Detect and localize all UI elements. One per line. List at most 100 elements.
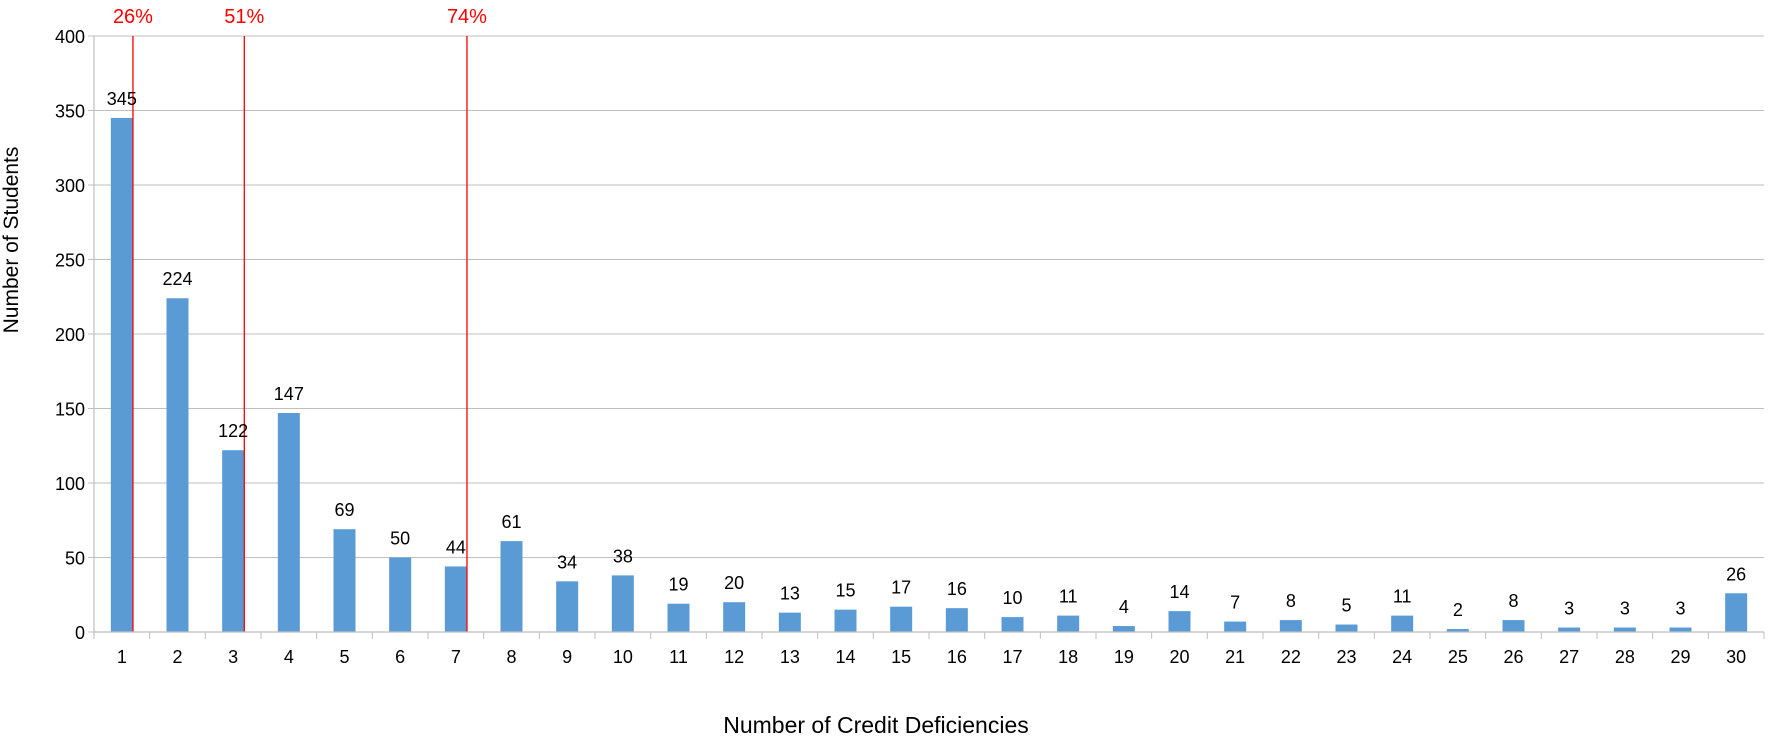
data-label: 17: [891, 578, 911, 598]
data-label: 8: [1286, 591, 1296, 611]
bar: [1335, 624, 1358, 632]
y-tick-label: 350: [55, 102, 85, 122]
gridlines: [94, 35, 1764, 558]
annotation-lines: 26% 51% 74%: [113, 6, 487, 632]
data-label: 11: [1059, 587, 1078, 607]
x-tick-label: 29: [1670, 647, 1690, 667]
bar: [1391, 615, 1414, 632]
y-tick-label: 200: [55, 325, 85, 345]
data-label: 13: [780, 584, 800, 604]
x-tick-label: 28: [1615, 647, 1635, 667]
x-tick-label: 4: [284, 647, 294, 667]
bar: [1057, 615, 1080, 632]
data-label: 3: [1564, 599, 1574, 619]
x-tick-label: 30: [1726, 647, 1746, 667]
data-label: 5: [1341, 596, 1351, 616]
data-label: 8: [1508, 591, 1518, 611]
x-tick-label: 12: [724, 647, 744, 667]
annotation-label: 26%: [113, 6, 153, 28]
x-tick-label: 5: [339, 647, 349, 667]
bar: [1168, 611, 1191, 632]
bar: [166, 298, 189, 632]
data-label: 11: [1393, 587, 1412, 607]
bar: [1613, 627, 1636, 632]
data-label: 224: [162, 269, 192, 289]
x-tick-label: 18: [1058, 647, 1078, 667]
data-label: 4: [1119, 597, 1129, 617]
data-label: 50: [390, 529, 410, 549]
data-label: 16: [947, 579, 967, 599]
data-label: 38: [613, 546, 633, 566]
bar: [1279, 620, 1302, 632]
bar: [277, 412, 300, 632]
data-label: 34: [557, 552, 577, 572]
bar: [1224, 621, 1247, 632]
bar: [1446, 629, 1469, 632]
bar: [110, 117, 133, 632]
x-tick-label: 24: [1392, 647, 1412, 667]
y-tick-label: 300: [55, 176, 85, 196]
y-tick-label: 0: [75, 623, 85, 643]
x-axis-title: Number of Credit Deficiencies: [723, 712, 1029, 738]
x-tick-label: 27: [1559, 647, 1579, 667]
data-label: 26: [1726, 564, 1746, 584]
data-label: 345: [107, 89, 137, 109]
x-tick-label: 8: [506, 647, 516, 667]
bar: [778, 612, 801, 632]
x-tick-label: 10: [613, 647, 633, 667]
bar: [611, 575, 634, 632]
y-axis-title: Number of Students: [0, 147, 23, 334]
y-tick-label: 50: [65, 549, 85, 569]
data-label: 122: [218, 421, 248, 441]
x-tick-label: 19: [1114, 647, 1134, 667]
x-tick-label: 25: [1448, 647, 1468, 667]
bar: [1112, 626, 1135, 632]
annotation-label: 74%: [447, 6, 487, 28]
y-tick-label: 400: [55, 27, 85, 47]
data-label: 44: [446, 537, 466, 557]
x-tick-label: 7: [451, 647, 461, 667]
bar: [1669, 627, 1692, 632]
x-tick-label: 1: [117, 647, 127, 667]
x-tick-label: 6: [395, 647, 405, 667]
data-label: 147: [274, 384, 304, 404]
bar: [444, 566, 467, 632]
x-tick-label: 3: [228, 647, 238, 667]
x-tick-label: 21: [1225, 647, 1245, 667]
bar: [500, 541, 523, 632]
x-tick-label: 13: [780, 647, 800, 667]
x-tick-label: 22: [1281, 647, 1301, 667]
bar: [389, 557, 412, 632]
data-label: 3: [1675, 599, 1685, 619]
data-label: 61: [501, 512, 521, 532]
bar: [1725, 593, 1748, 632]
y-tick-label: 250: [55, 251, 85, 271]
bar: [1558, 627, 1581, 632]
annotation-label: 51%: [224, 6, 264, 28]
data-label: 2: [1453, 600, 1463, 620]
data-label: 7: [1230, 593, 1240, 613]
data-label: 20: [724, 573, 744, 593]
bar: [333, 529, 356, 632]
x-tick-label: 20: [1169, 647, 1189, 667]
data-label: 15: [835, 581, 855, 601]
x-tick-label: 9: [562, 647, 572, 667]
data-label: 3: [1620, 599, 1630, 619]
bar: [945, 608, 968, 632]
x-tick-label: 14: [835, 647, 855, 667]
bar: [222, 450, 245, 632]
data-label: 14: [1169, 582, 1189, 602]
bar: [890, 606, 913, 632]
data-label: 19: [668, 575, 688, 595]
x-tick-label: 16: [947, 647, 967, 667]
bar: [834, 609, 857, 632]
x-tick-label: 26: [1503, 647, 1523, 667]
bars: [110, 117, 1748, 632]
x-tick-label: 15: [891, 647, 911, 667]
bar: [723, 602, 746, 632]
data-label: 69: [334, 500, 354, 520]
bar: [667, 603, 690, 632]
